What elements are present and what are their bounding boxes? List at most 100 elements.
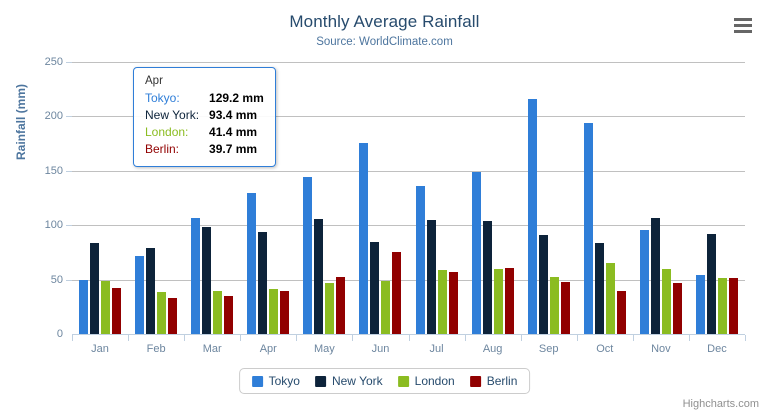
- x-axis-tick: [128, 335, 130, 341]
- bar-group: [409, 62, 465, 334]
- chart-legend: Tokyo New York London Berlin: [238, 368, 531, 394]
- bar-berlin-oct[interactable]: [616, 291, 626, 334]
- legend-item-london[interactable]: London: [397, 374, 455, 388]
- bar-new-york-sep[interactable]: [538, 234, 548, 334]
- tooltip-row: Berlin: 39.7 mm: [145, 141, 264, 158]
- x-axis-tick: [72, 335, 73, 341]
- x-axis-tick: [352, 335, 354, 341]
- x-axis-tick: [576, 335, 578, 341]
- tooltip-series-value: 93.4 mm: [209, 108, 258, 122]
- credits-label[interactable]: Highcharts.com: [682, 398, 759, 410]
- x-axis-tick: [520, 335, 522, 341]
- bar-new-york-aug[interactable]: [482, 220, 492, 334]
- bar-new-york-dec[interactable]: [706, 233, 716, 334]
- bar-london-apr[interactable]: [269, 288, 279, 334]
- bar-new-york-mar[interactable]: [202, 226, 212, 334]
- bar-tokyo-nov[interactable]: [639, 230, 649, 334]
- bar-tokyo-oct[interactable]: [583, 122, 593, 334]
- bar-tokyo-feb[interactable]: [135, 256, 145, 334]
- bar-london-jul[interactable]: [437, 269, 447, 334]
- bar-tokyo-may[interactable]: [303, 177, 313, 334]
- bar-new-york-nov[interactable]: [650, 218, 660, 334]
- bar-london-oct[interactable]: [605, 263, 615, 334]
- bar-new-york-may[interactable]: [314, 218, 324, 334]
- tooltip-row: Tokyo: 129.2 mm: [145, 90, 264, 107]
- bar-london-sep[interactable]: [549, 277, 559, 334]
- bar-group: [296, 62, 352, 334]
- y-axis-tick-50: [66, 279, 72, 281]
- legend-label: New York: [331, 374, 383, 388]
- bar-london-jan[interactable]: [101, 280, 111, 334]
- bar-new-york-jun[interactable]: [370, 242, 380, 334]
- bar-group: [184, 62, 240, 334]
- gridline-200: [72, 116, 745, 118]
- bar-london-may[interactable]: [325, 282, 335, 334]
- chart-subtitle: Source: WorldClimate.com: [316, 36, 453, 48]
- bar-london-mar[interactable]: [213, 291, 223, 334]
- bar-berlin-nov[interactable]: [672, 283, 682, 334]
- x-axis-label-sep: Sep: [538, 343, 559, 355]
- bar-london-jun[interactable]: [381, 281, 391, 334]
- chart-title: Monthly Average Rainfall: [289, 12, 480, 31]
- bar-tokyo-aug[interactable]: [471, 172, 481, 334]
- gridline-150: [72, 170, 745, 172]
- bar-group: [689, 62, 745, 334]
- bar-berlin-feb[interactable]: [168, 297, 178, 334]
- x-axis-label-dec: Dec: [707, 343, 727, 355]
- hamburger-menu-icon[interactable]: [731, 14, 755, 36]
- menu-bar-2: [734, 24, 752, 27]
- bar-berlin-mar[interactable]: [224, 296, 234, 334]
- legend-item-tokyo[interactable]: Tokyo: [251, 374, 300, 388]
- bar-tokyo-jan[interactable]: [79, 279, 89, 334]
- y-axis-tick-100: [66, 225, 72, 227]
- bar-new-york-jul[interactable]: [426, 219, 436, 334]
- gridline-50: [72, 279, 745, 281]
- tooltip-table: Tokyo: 129.2 mm New York: 93.4 mm London: 41.…: [145, 90, 264, 158]
- bar-tokyo-jul[interactable]: [415, 186, 425, 334]
- bar-tokyo-sep[interactable]: [527, 98, 537, 334]
- bar-berlin-apr[interactable]: [280, 290, 290, 334]
- bar-new-york-oct[interactable]: [594, 243, 604, 334]
- x-axis-label-oct: Oct: [596, 343, 614, 355]
- tooltip-series-value: 41.4 mm: [209, 125, 258, 139]
- legend-item-berlin[interactable]: Berlin: [469, 374, 518, 388]
- bar-tokyo-jun[interactable]: [359, 142, 369, 334]
- y-axis-title: Rainfall (mm): [14, 83, 28, 160]
- legend-label: Tokyo: [268, 374, 300, 388]
- y-axis-label-150: 150: [44, 164, 63, 177]
- x-axis-tick: [408, 335, 410, 341]
- x-axis-label-may: May: [313, 343, 335, 355]
- bar-new-york-apr[interactable]: [258, 232, 268, 334]
- x-axis-label-feb: Feb: [146, 343, 166, 355]
- legend-swatch-icon: [469, 375, 481, 387]
- bar-berlin-jun[interactable]: [392, 251, 402, 334]
- tooltip-row: New York: 93.4 mm: [145, 107, 264, 124]
- legend-swatch-icon: [314, 375, 326, 387]
- legend-swatch-icon: [397, 375, 409, 387]
- bar-berlin-may[interactable]: [336, 276, 346, 334]
- bar-london-aug[interactable]: [493, 269, 503, 334]
- bar-berlin-jan[interactable]: [112, 287, 122, 334]
- x-axis-label-aug: Aug: [482, 343, 503, 355]
- bar-tokyo-apr[interactable]: [247, 193, 257, 334]
- bar-tokyo-mar[interactable]: [191, 218, 201, 334]
- tooltip-series-value: 129.2 mm: [209, 91, 264, 105]
- legend-label: Berlin: [486, 374, 518, 388]
- x-axis-tick: [184, 335, 186, 341]
- legend-item-new-york[interactable]: New York: [314, 374, 383, 388]
- bar-new-york-jan[interactable]: [90, 243, 100, 334]
- bar-london-feb[interactable]: [157, 291, 167, 334]
- bar-tokyo-dec[interactable]: [695, 274, 705, 334]
- bar-london-nov[interactable]: [661, 269, 671, 334]
- bar-berlin-jul[interactable]: [448, 271, 458, 334]
- bar-berlin-sep[interactable]: [560, 282, 570, 334]
- x-axis-line: [72, 334, 745, 335]
- bar-berlin-dec[interactable]: [728, 278, 738, 334]
- bar-berlin-aug[interactable]: [504, 268, 514, 334]
- legend-swatch-icon: [251, 375, 263, 387]
- bar-group: [577, 62, 633, 334]
- x-axis-label-jan: Jan: [91, 343, 109, 355]
- bar-london-dec[interactable]: [717, 278, 727, 334]
- bar-new-york-feb[interactable]: [146, 248, 156, 334]
